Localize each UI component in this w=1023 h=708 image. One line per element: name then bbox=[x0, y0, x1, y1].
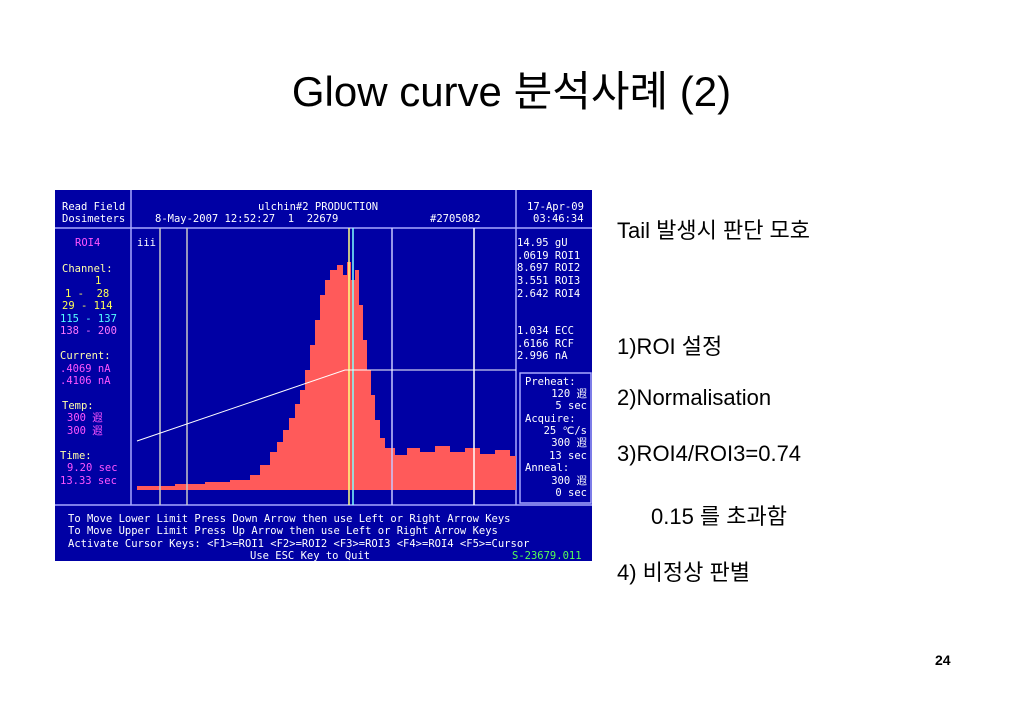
note: 4) 비정상 판별 bbox=[617, 560, 750, 585]
left-panel-text: ROI4 bbox=[75, 237, 100, 249]
page-number: 24 bbox=[935, 652, 951, 668]
temperature-line bbox=[136, 369, 516, 442]
right-panel-text: 2.996 nA bbox=[517, 350, 568, 362]
plot-label: iii bbox=[137, 237, 156, 249]
note: 3)ROI4/ROI3=0.74 bbox=[617, 441, 802, 466]
settings-text: 25 ℃/s bbox=[544, 425, 587, 437]
roi-lines bbox=[159, 228, 475, 505]
note: 0.15 를 초과함 bbox=[651, 504, 788, 529]
settings-text: Anneal: bbox=[525, 462, 569, 474]
settings-text: 13 sec bbox=[549, 450, 587, 462]
header-text: 03:46:34 bbox=[533, 213, 584, 225]
right-panel-text: 8.697 ROI2 bbox=[517, 262, 580, 274]
panel-borders bbox=[55, 190, 592, 506]
left-panel-text: 300 遐 bbox=[67, 425, 103, 437]
header-text: Dosimeters bbox=[62, 213, 125, 225]
header-text: ulchin#2 PRODUCTION bbox=[258, 201, 378, 213]
settings-text: 300 遐 bbox=[551, 475, 587, 487]
right-panel-text: .6166 RCF bbox=[517, 338, 574, 350]
note: 2)Normalisation bbox=[617, 385, 772, 410]
right-panel-text: 1.034 ECC bbox=[517, 325, 574, 337]
footer-text: Use ESC Key to Quit bbox=[250, 550, 370, 561]
reader-screenshot: Read Field Dosimeters ulchin#2 PRODUCTIO… bbox=[55, 190, 592, 561]
left-panel-text: 9.20 sec bbox=[67, 462, 118, 474]
right-panel-text: 3.551 ROI3 bbox=[517, 275, 580, 287]
left-panel-text: Current: bbox=[60, 350, 111, 362]
left-panel-text: 115 - 137 bbox=[60, 313, 117, 325]
settings-text: 0 sec bbox=[555, 487, 587, 499]
header-text: 17-Apr-09 bbox=[527, 201, 584, 213]
right-panel-text: 14.95 gU bbox=[517, 237, 568, 249]
header-text: Read Field bbox=[62, 201, 125, 213]
left-panel-text: .4069 nA bbox=[60, 363, 111, 375]
settings-text: Preheat: bbox=[525, 376, 576, 388]
right-panel-text: .0619 ROI1 bbox=[517, 250, 580, 262]
note: 1)ROI 설정 bbox=[617, 334, 723, 359]
slide-title: Glow curve 분석사례 (2) bbox=[291, 68, 732, 115]
header-text: 8-May-2007 12:52:27 1 22679 bbox=[155, 213, 338, 225]
footer-code: S-23679.011 bbox=[512, 550, 582, 561]
footer-text: Activate Cursor Keys: <F1>=ROI1 <F2>=ROI… bbox=[68, 538, 529, 550]
left-panel-text: 29 - 114 bbox=[62, 300, 113, 312]
right-panel-text: 2.642 ROI4 bbox=[517, 288, 580, 300]
left-panel-text: 1 bbox=[95, 275, 101, 287]
left-panel-text: Temp: bbox=[62, 400, 94, 412]
left-panel-text: Channel: bbox=[62, 263, 113, 275]
left-panel-text: 13.33 sec bbox=[60, 475, 117, 487]
left-panel-text: .4106 nA bbox=[60, 375, 111, 387]
left-panel-text: 138 - 200 bbox=[60, 325, 117, 337]
settings-text: Acquire: bbox=[525, 413, 576, 425]
note: Tail 발생시 판단 모호 bbox=[617, 218, 811, 243]
settings-text: 120 遐 bbox=[551, 388, 587, 400]
footer-text: To Move Lower Limit Press Down Arrow the… bbox=[68, 513, 511, 525]
footer-text: To Move Upper Limit Press Up Arrow then … bbox=[68, 525, 498, 537]
left-panel-text: Time: bbox=[60, 450, 92, 462]
settings-text: 5 sec bbox=[555, 400, 587, 412]
left-panel-text: 300 遐 bbox=[67, 412, 103, 424]
left-panel-text: 1 - 28 bbox=[65, 288, 109, 300]
header-text: #2705082 bbox=[430, 213, 481, 225]
settings-text: 300 遐 bbox=[551, 437, 587, 449]
